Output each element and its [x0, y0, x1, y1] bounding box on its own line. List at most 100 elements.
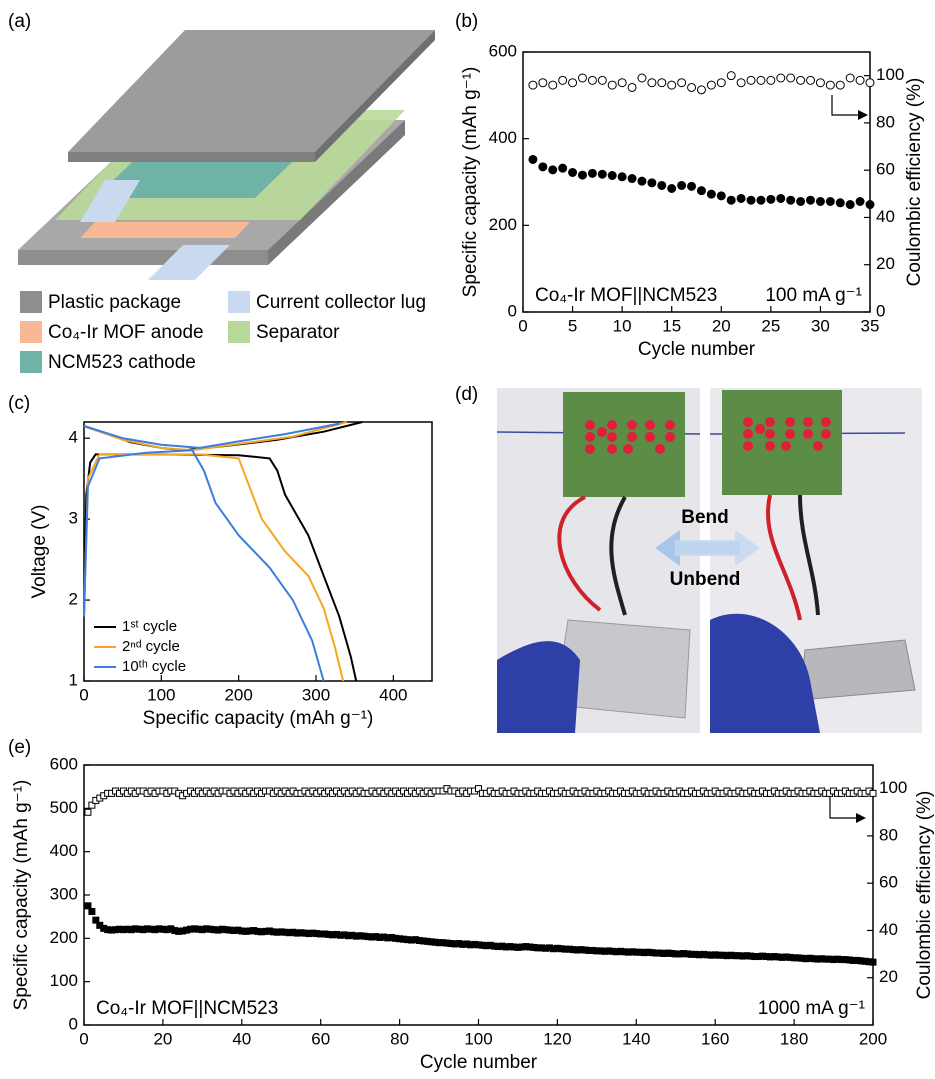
y2-tick-label: 60	[879, 873, 898, 892]
data-point	[677, 180, 687, 190]
y2-tick-label: 80	[879, 825, 898, 844]
data-point	[647, 78, 657, 88]
data-point	[627, 82, 637, 92]
x-tick-label: 100	[464, 1029, 492, 1048]
data-point	[796, 75, 806, 85]
y-tick-label: 0	[69, 1014, 78, 1033]
data-point	[865, 78, 875, 88]
y2-tick-label: 100	[876, 65, 904, 84]
x-axis-label: Cycle number	[420, 1052, 538, 1073]
data-point	[88, 801, 96, 809]
data-point	[548, 80, 558, 90]
pouch-cell	[799, 639, 916, 701]
data-point	[825, 197, 835, 206]
x-tick-label: 300	[302, 685, 330, 704]
panel-label: (a)	[8, 11, 31, 32]
y-tick-label: 400	[50, 841, 78, 860]
legend-label: 1ˢᵗ cycle	[122, 618, 177, 635]
panel-label: (b)	[455, 11, 478, 32]
lug-top	[80, 180, 140, 222]
data-point	[786, 73, 796, 83]
x-tick-label: 400	[379, 685, 407, 704]
data-point	[845, 73, 855, 83]
annotation: Co₄-Ir MOF||NCM523	[535, 285, 717, 306]
annotation: 1000 mA g⁻¹	[758, 998, 865, 1019]
x-tick-label: 100	[147, 685, 175, 704]
pouch-cell-diagram: Plastic package Current collector lug Co…	[8, 11, 435, 373]
bottom-package-side	[268, 120, 405, 265]
legend-label: Plastic package	[48, 292, 181, 313]
data-point	[786, 195, 796, 205]
axis-pointer	[829, 797, 860, 819]
data-point	[815, 78, 825, 88]
wire	[557, 495, 602, 612]
data-point	[617, 78, 627, 88]
data-point	[825, 80, 835, 90]
legend-label: Current collector lug	[256, 292, 426, 313]
data-point	[726, 195, 736, 205]
y-axis-label: Specific capacity (mAh g⁻¹)	[11, 780, 32, 1011]
y-tick-label: 1	[69, 670, 78, 689]
y-tick-label: 200	[489, 215, 517, 234]
data-point	[667, 184, 677, 193]
legend-swatch	[228, 291, 250, 313]
y-tick-label: 0	[508, 301, 517, 320]
led-board	[722, 390, 842, 495]
data-point	[607, 80, 617, 90]
legend-swatch	[20, 351, 42, 373]
y-axis-label: Specific capacity (mAh g⁻¹)	[460, 67, 481, 298]
x-tick-label: 40	[232, 1029, 251, 1048]
legend-label: 10ᵗʰ cycle	[122, 658, 186, 675]
x-tick-label: 200	[224, 685, 252, 704]
data-point	[627, 174, 637, 184]
data-point	[835, 80, 845, 90]
y2-tick-label: 20	[879, 967, 898, 986]
data-point	[716, 191, 726, 201]
data-point	[766, 194, 776, 204]
data-point	[538, 162, 548, 172]
x-tick-label: 0	[518, 316, 527, 335]
data-point	[597, 75, 607, 85]
data-point	[736, 78, 746, 88]
y-tick-label: 4	[69, 428, 78, 447]
data-point	[558, 75, 568, 85]
led-board	[563, 392, 685, 497]
y2-tick-label: 40	[879, 920, 898, 939]
data-point	[637, 73, 647, 83]
data-point	[869, 958, 877, 966]
axis-pointer-head	[856, 813, 866, 823]
y-tick-label: 400	[489, 128, 517, 147]
wire	[798, 494, 820, 616]
x-tick-label: 80	[390, 1029, 409, 1048]
wire	[766, 494, 802, 621]
unbend-label: Unbend	[670, 569, 741, 590]
x-tick-label: 5	[568, 316, 577, 335]
data-point	[845, 200, 855, 210]
arrow-right	[675, 530, 760, 566]
plot-frame	[83, 421, 433, 682]
data-point	[617, 172, 627, 182]
x-tick-label: 140	[622, 1029, 650, 1048]
y2-tick-label: 40	[876, 207, 895, 226]
data-point	[855, 197, 865, 206]
data-point	[776, 193, 786, 203]
data-point	[687, 82, 697, 92]
x-tick-label: 160	[701, 1029, 729, 1048]
data-point	[706, 189, 716, 199]
bend-label: Bend	[681, 507, 729, 528]
data-point	[568, 78, 578, 88]
x-tick-label: 20	[712, 316, 731, 335]
lug-bottom	[148, 245, 230, 280]
x-tick-label: 60	[311, 1029, 330, 1048]
x-tick-label: 120	[543, 1029, 571, 1048]
data-point	[855, 75, 865, 85]
data-point	[92, 916, 100, 924]
data-point	[84, 808, 92, 816]
bottom-package-edge	[18, 250, 268, 265]
panel-label: (c)	[8, 393, 30, 414]
data-point	[607, 171, 617, 180]
top-package	[68, 30, 435, 152]
y2-tick-label: 0	[876, 301, 885, 320]
data-point	[667, 80, 677, 90]
